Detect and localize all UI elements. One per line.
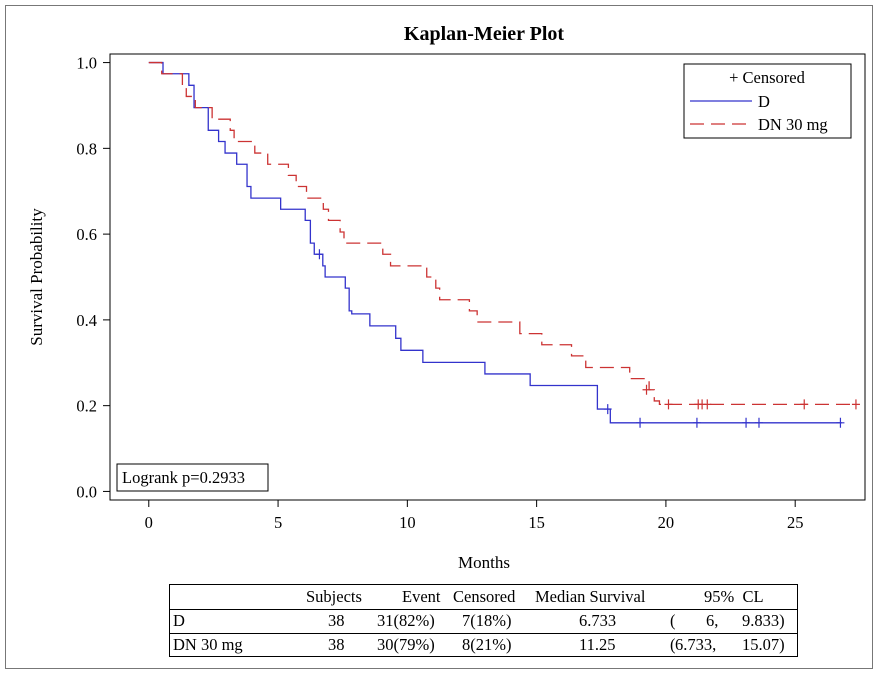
km-chart: Kaplan-Meier Plot 0 5 10 15 20 25 0.0 0.2 0.4 0.6… <box>27 23 866 572</box>
y-tick-label: 0.0 <box>76 482 97 501</box>
chart-title: Kaplan-Meier Plot <box>404 23 564 45</box>
km-curve-dn30 <box>148 61 856 406</box>
censor-mark-d <box>636 417 645 428</box>
row-subjects: 38 <box>328 635 345 654</box>
table-header-divider <box>170 609 797 610</box>
row-subjects: 38 <box>328 611 345 630</box>
row-ci-high: 9.833) <box>742 611 785 630</box>
y-axis-label: Survival Probability <box>27 208 46 346</box>
y-tick-label: 0.2 <box>76 397 97 416</box>
series-layer <box>148 61 860 428</box>
axis-layer: 0 5 10 15 20 25 0.0 0.2 0.4 0.6 0.8 1.0 <box>76 54 803 532</box>
x-tick-label: 10 <box>399 513 416 532</box>
legend-label-d: D <box>758 92 770 111</box>
censor-mark-d <box>315 249 324 260</box>
censor-mark-d <box>754 417 763 428</box>
censor-mark-dn30 <box>800 399 809 410</box>
x-tick-label: 5 <box>274 513 282 532</box>
row-ci-open: ( <box>670 635 676 654</box>
x-tick-label: 20 <box>658 513 675 532</box>
logrank-text: Logrank p=0.2933 <box>122 468 245 487</box>
table-row-divider <box>170 633 797 634</box>
header-censored: Censored <box>453 587 516 606</box>
row-censored: 7(18%) <box>462 611 512 630</box>
censor-mark-dn30 <box>664 399 673 410</box>
legend: + Censored D DN 30 mg <box>683 63 852 139</box>
logrank-box <box>116 463 269 492</box>
logrank-annotation: Logrank p=0.2933 <box>116 463 269 492</box>
x-tick-label: 25 <box>787 513 804 532</box>
row-event: 30(79%) <box>377 635 435 654</box>
y-tick-label: 0.6 <box>76 225 97 244</box>
header-median: Median Survival <box>535 587 646 606</box>
x-axis-label: Months <box>458 553 510 572</box>
censor-mark-dn30 <box>703 399 712 410</box>
header-ci: 95% CL <box>704 587 764 606</box>
figure-frame <box>5 5 873 669</box>
header-event: Event <box>402 587 441 606</box>
x-tick-label: 0 <box>145 513 153 532</box>
row-median: 6.733 <box>579 611 617 630</box>
y-tick-label: 1.0 <box>76 54 97 73</box>
censor-mark-d <box>836 417 845 428</box>
row-group: DN 30 mg <box>173 635 243 654</box>
row-ci-open: ( <box>670 611 676 630</box>
row-event: 31(82%) <box>377 611 435 630</box>
censor-mark-d <box>692 417 701 428</box>
plot-area-frame <box>109 53 866 501</box>
row-ci-low: 6, <box>706 611 719 630</box>
row-ci-high: 15.07) <box>742 635 785 654</box>
row-ci-low: 6.733, <box>675 635 717 654</box>
legend-header: + Censored <box>729 68 805 87</box>
censor-mark-d <box>742 417 751 428</box>
header-subjects: Subjects <box>306 587 362 606</box>
row-censored: 8(21%) <box>462 635 512 654</box>
summary-table: Subjects Event Censored Median Survival … <box>169 584 798 657</box>
row-group: D <box>173 611 185 630</box>
x-tick-label: 15 <box>528 513 545 532</box>
y-tick-label: 0.8 <box>76 139 97 158</box>
legend-label-dn30: DN 30 mg <box>758 115 828 134</box>
censor-mark-dn30 <box>642 384 651 395</box>
y-tick-label: 0.4 <box>76 311 97 330</box>
censor-mark-d <box>603 404 612 415</box>
row-median: 11.25 <box>579 635 616 654</box>
censor-mark-dn30 <box>851 399 860 410</box>
